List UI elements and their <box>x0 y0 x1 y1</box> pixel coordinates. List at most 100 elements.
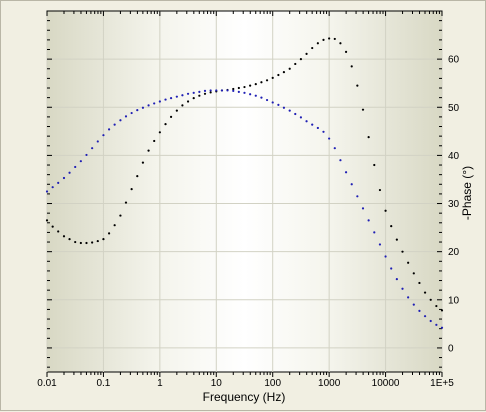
data-point <box>62 235 66 238</box>
data-point <box>418 281 421 285</box>
x-tick-label: 100 <box>264 378 281 389</box>
data-point <box>136 175 139 178</box>
data-point <box>158 131 161 134</box>
data-point <box>102 238 105 241</box>
data-point <box>57 230 60 233</box>
x-tick-label: 1000 <box>318 378 341 389</box>
data-point <box>435 304 438 308</box>
data-point <box>316 42 319 45</box>
data-point <box>356 195 359 198</box>
data-point <box>384 209 387 212</box>
data-point <box>74 165 77 169</box>
data-point <box>209 89 212 92</box>
data-point <box>198 94 201 97</box>
data-point <box>147 104 150 107</box>
data-point <box>124 201 128 204</box>
data-point <box>395 238 398 241</box>
data-point <box>361 108 365 111</box>
data-point <box>282 106 286 109</box>
y-tick-label: 50 <box>448 103 460 114</box>
data-point <box>51 186 54 189</box>
data-point <box>119 119 122 122</box>
data-point <box>130 187 133 191</box>
data-point <box>45 219 49 222</box>
data-point <box>407 261 410 264</box>
data-point <box>249 84 252 87</box>
data-point <box>429 298 432 301</box>
data-point <box>209 91 212 94</box>
data-points <box>45 37 444 329</box>
data-point <box>79 241 82 245</box>
x-tick-label: 10000 <box>372 378 400 389</box>
data-point <box>407 296 410 299</box>
data-point <box>282 71 286 74</box>
y-tick-label: 10 <box>448 295 460 306</box>
data-point <box>429 319 432 323</box>
data-point <box>215 89 218 92</box>
data-point <box>91 241 94 244</box>
data-point <box>181 104 184 107</box>
data-point <box>440 326 444 329</box>
y-tick-label: 20 <box>448 247 460 258</box>
data-point <box>175 95 178 98</box>
data-point <box>169 115 173 118</box>
y-axis-title: -Phase (°) <box>460 166 474 220</box>
data-point <box>390 267 393 270</box>
data-point <box>45 190 49 193</box>
data-point <box>305 120 308 123</box>
data-point <box>62 176 66 180</box>
data-point <box>74 240 77 244</box>
data-point <box>113 224 116 227</box>
x-tick-label: 0.1 <box>96 378 110 389</box>
data-point <box>203 89 207 92</box>
y-tick-labels: 0 10 20 30 40 50 60 <box>448 55 460 355</box>
data-point <box>328 137 331 140</box>
grid <box>46 11 443 372</box>
data-point <box>333 147 336 150</box>
data-point <box>384 255 387 258</box>
data-point <box>316 126 319 130</box>
data-point <box>412 272 415 275</box>
data-point <box>85 153 88 157</box>
y-tick-label: 30 <box>448 199 460 210</box>
data-point <box>130 111 133 115</box>
data-point <box>378 188 382 192</box>
data-point <box>102 134 105 137</box>
data-point <box>294 112 297 116</box>
data-point <box>373 163 376 167</box>
data-point <box>136 109 139 112</box>
data-point <box>395 278 398 281</box>
data-point <box>181 94 184 97</box>
data-point <box>158 100 161 103</box>
data-point <box>226 89 229 92</box>
data-point <box>96 140 99 143</box>
data-point <box>232 87 235 91</box>
data-point <box>361 207 365 210</box>
data-point <box>141 161 145 164</box>
data-point <box>57 181 60 184</box>
data-point <box>220 89 224 92</box>
data-point <box>153 139 156 143</box>
data-point <box>192 97 195 100</box>
data-point <box>356 84 359 87</box>
y-tick-label: 0 <box>448 343 454 354</box>
data-point <box>107 128 111 131</box>
data-point <box>254 94 257 97</box>
data-point <box>186 92 190 95</box>
data-point <box>367 136 370 139</box>
data-point <box>79 160 82 163</box>
data-point <box>288 109 291 112</box>
x-tick-label: 1E+5 <box>430 378 454 389</box>
y-tick-label: 60 <box>448 55 460 66</box>
data-point <box>311 46 314 50</box>
data-point <box>175 109 178 112</box>
data-point <box>339 159 342 162</box>
data-point <box>305 52 308 55</box>
data-point <box>249 93 252 96</box>
data-point <box>169 97 173 100</box>
data-point <box>401 287 404 290</box>
data-point <box>260 81 263 84</box>
data-point <box>164 123 167 126</box>
data-point <box>271 76 274 80</box>
